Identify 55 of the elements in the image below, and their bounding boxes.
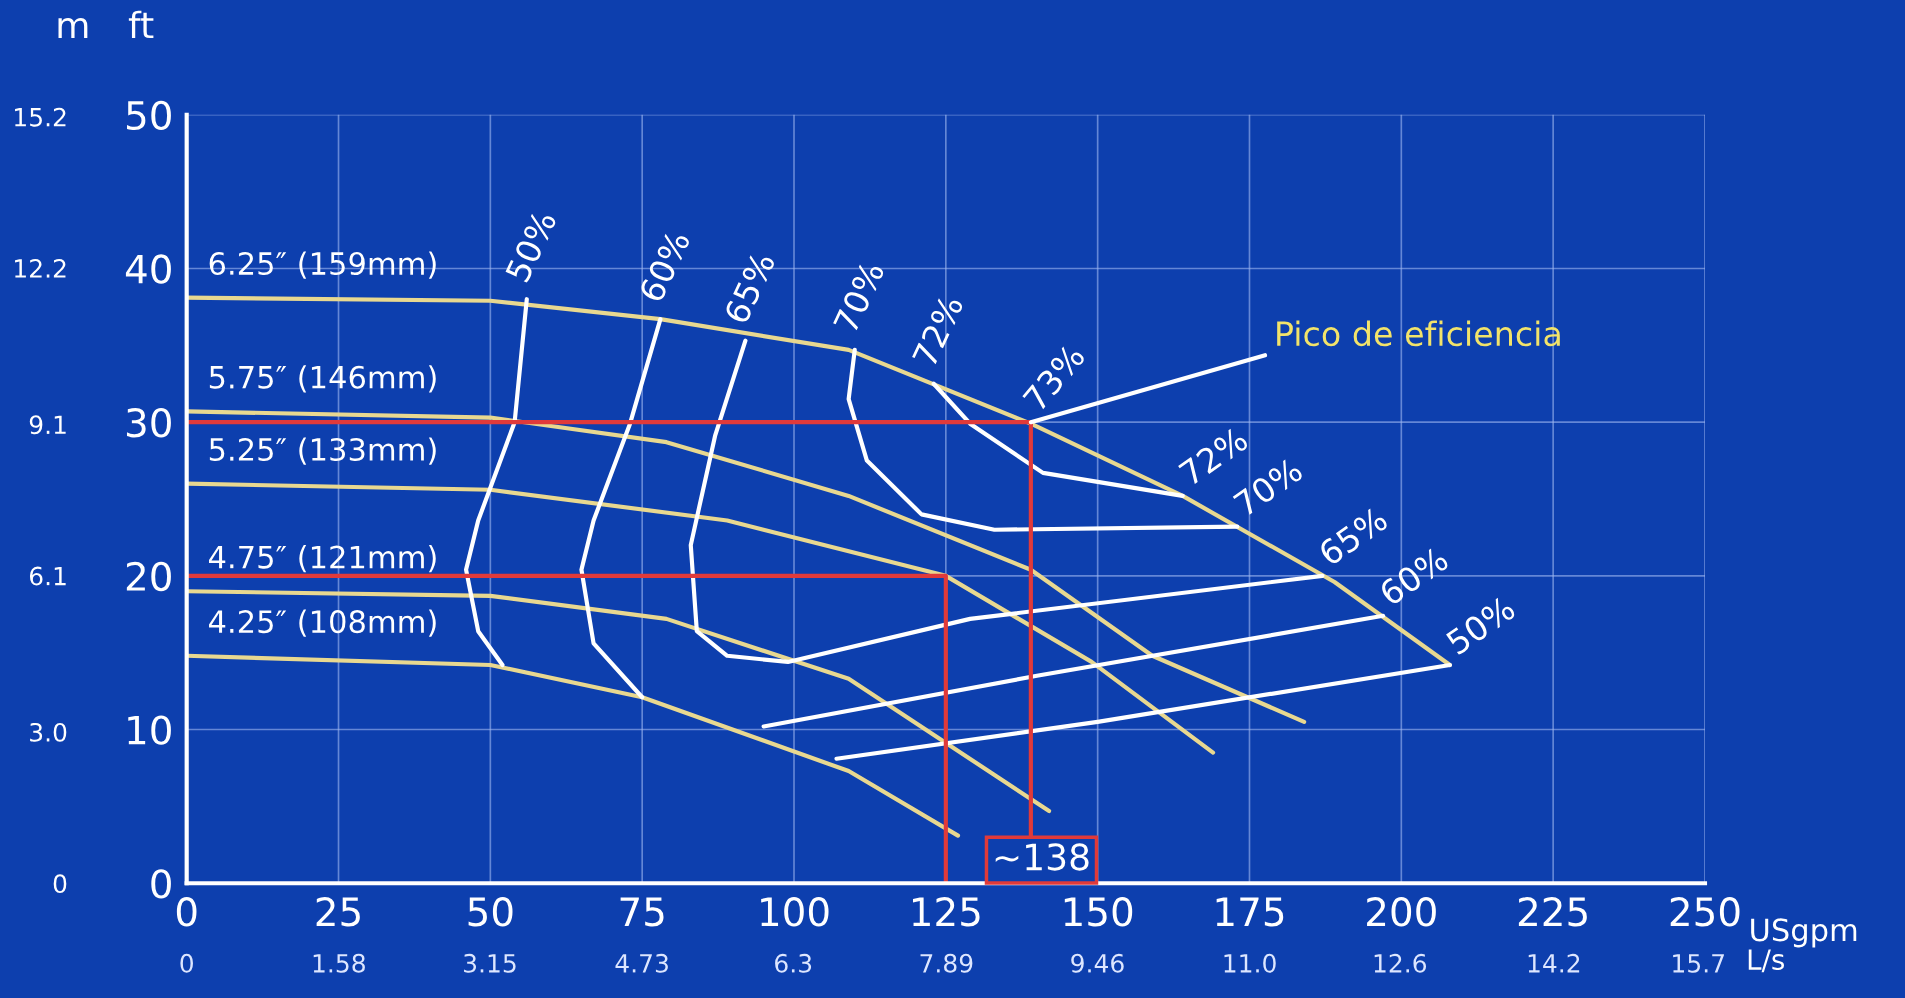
x2-axis-title: L/s xyxy=(1748,949,1784,973)
y-tick-label: 50 xyxy=(127,100,171,131)
x-axis-title: USgpm xyxy=(1751,918,1857,948)
annotation: Pico de eficiencia xyxy=(1277,320,1560,347)
y2-axis-title: m xyxy=(58,17,88,39)
text: 72% xyxy=(912,293,964,368)
y-axis-title: ft xyxy=(128,10,154,39)
x2-tick-label: 12.6 xyxy=(1374,953,1427,973)
x-tick-label: 0 xyxy=(176,897,197,927)
series-label: 5.25″ (133mm) xyxy=(209,437,436,465)
x-tick-label: 250 xyxy=(1670,897,1740,927)
x-tick-label: 100 xyxy=(761,897,829,927)
y2-tick-label: 12.2 xyxy=(15,259,66,278)
y-tick-label: 30 xyxy=(126,408,171,438)
line-series xyxy=(186,409,1307,724)
x2-tick-label: 1.58 xyxy=(313,953,365,973)
x-tick-label: 75 xyxy=(620,897,664,927)
x2-tick-label: 14.2 xyxy=(1528,953,1580,973)
x2-tick-label: 7.89 xyxy=(920,953,973,973)
annotation: ~138 xyxy=(995,843,1089,871)
y-tick-label: 10 xyxy=(128,715,171,745)
series-label: 5.75″ (146mm) xyxy=(209,365,436,393)
x2-tick-label: 4.73 xyxy=(615,953,668,973)
line-series xyxy=(463,297,529,668)
line-series xyxy=(579,317,663,700)
series-label: 4.75″ (121mm) xyxy=(209,545,436,573)
y2-tick-label: 0 xyxy=(53,874,67,894)
text: 60% xyxy=(638,229,691,304)
y2-tick-label: 9.1 xyxy=(29,415,66,435)
y-tick-label: 40 xyxy=(125,254,171,284)
y-tick-label: 20 xyxy=(126,561,171,592)
series-label: 6.25″ (159mm) xyxy=(209,251,436,279)
x-tick-label: 225 xyxy=(1518,897,1587,927)
x2-tick-label: 0 xyxy=(180,953,193,973)
text: 65% xyxy=(723,250,776,325)
y-tick-label: 0 xyxy=(151,869,171,899)
x-tick-label: 150 xyxy=(1064,897,1133,927)
series-label: 4.25″ (108mm) xyxy=(209,609,436,637)
y2-tick-label: 3.0 xyxy=(30,722,67,742)
x-tick-label: 50 xyxy=(468,897,513,927)
text: 50% xyxy=(504,209,558,284)
line-series xyxy=(186,589,1052,814)
text: 70% xyxy=(833,259,885,334)
y2-tick-label: 6.1 xyxy=(29,566,66,586)
x2-tick-label: 11.0 xyxy=(1224,953,1276,973)
x2-tick-label: 15.7 xyxy=(1673,954,1724,973)
line-series xyxy=(186,653,961,838)
x2-tick-label: 6.3 xyxy=(775,953,812,973)
x2-tick-label: 9.46 xyxy=(1071,953,1124,973)
x-tick-label: 125 xyxy=(912,897,980,927)
y2-tick-label: 15.2 xyxy=(15,107,66,127)
x2-tick-label: 3.15 xyxy=(464,953,516,973)
x-tick-label: 200 xyxy=(1367,897,1436,927)
x-tick-label: 25 xyxy=(316,897,360,927)
x-tick-label: 175 xyxy=(1216,897,1284,927)
